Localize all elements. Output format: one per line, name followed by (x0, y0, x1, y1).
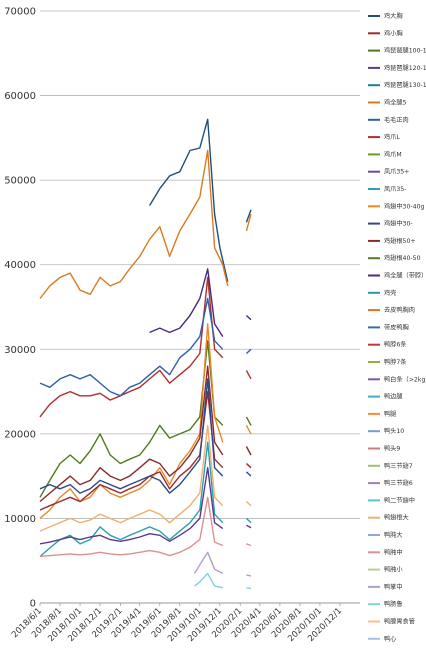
legend-item-label: 鸭白条（>2kg） (384, 375, 426, 383)
series-line (246, 587, 252, 590)
legend-item-label: 鸭肠鲁 (384, 600, 403, 608)
series-line (39, 390, 224, 511)
legend-item-label: 鸭肫中 (384, 548, 403, 556)
legend-item-label: 鸭三节翅6 (384, 479, 413, 487)
series-line (245, 213, 252, 232)
y-tick-label: 10000 (4, 514, 36, 525)
series-line (245, 314, 252, 321)
y-tick-label: 70000 (4, 7, 36, 18)
y-tick-label: 20000 (4, 429, 36, 440)
series-line (39, 467, 224, 545)
legend-item-label: 带皮鸭胸 (384, 323, 409, 331)
y-tick-label: 0 (30, 599, 36, 610)
legend-item-label: 鸡大胸 (384, 12, 403, 20)
series-line (246, 574, 252, 577)
legend-item-label: 鸭心 (384, 635, 396, 643)
legend-item-label: 去皮鸭胸肉 (384, 306, 415, 314)
legend-item-label: 鸭肫大 (384, 531, 403, 539)
legend-item-label: 鸭腿 (384, 410, 396, 418)
legend-item-label: 鸭脖7条 (384, 358, 407, 366)
series-line (245, 425, 252, 435)
series-line (245, 471, 252, 477)
legend-item-label: 鸡小胸 (384, 29, 403, 37)
series-line (245, 500, 252, 507)
series-line (245, 446, 252, 456)
series-lines (39, 118, 252, 590)
series-line (149, 268, 224, 337)
series-line (245, 348, 252, 355)
legend-item-label: 鸡翅中30-40g (384, 202, 425, 210)
legend-item-label: 鸡壳 (384, 289, 396, 297)
legend-item-label: 鸡全腿（带脖） (384, 272, 426, 280)
legend-item-label: 鸭二节翅中 (384, 496, 415, 504)
legend-item-label: 鸭翅根大 (384, 514, 409, 522)
series-line (39, 276, 224, 418)
series-line (245, 370, 252, 380)
legend-item-label: 鸡全腿5 (384, 99, 407, 107)
legend-item-label: 鸡翅根50+ (384, 237, 416, 245)
legend-item-label: 鸡琵琶腿130-150g (384, 81, 426, 89)
series-line (39, 340, 224, 498)
y-tick-label: 30000 (4, 345, 36, 356)
legend-item-label: 毛毛正肉 (384, 116, 409, 124)
series-line (246, 524, 252, 529)
series-line (245, 517, 252, 524)
series-line (39, 424, 224, 532)
series-line (39, 149, 229, 299)
legend-item-label: 凤爪35+ (384, 169, 409, 176)
series-line (246, 543, 252, 547)
legend-item-label: 鸡琵琶腿100-120g (384, 47, 426, 55)
legend-item-label: 鸭脖6条 (384, 341, 407, 349)
legend-item-label: 鸡爪M (384, 150, 402, 158)
series-line (194, 572, 223, 589)
series-line (245, 209, 252, 223)
legend-item-label: 鸡翅中30- (384, 220, 413, 228)
series-line (39, 323, 224, 519)
series-line (39, 365, 224, 503)
y-tick-label: 40000 (4, 260, 36, 271)
legend-item-label: 鸭掌中 (384, 583, 403, 591)
series-line (39, 297, 224, 397)
legend-item-label: 鸭头10 (384, 427, 404, 435)
legend-item-label: 凤爪35- (384, 186, 406, 193)
series-line (39, 378, 224, 494)
y-tick-label: 50000 (4, 176, 36, 187)
legend-item-label: 鸭边腿 (384, 393, 403, 401)
series-line (149, 118, 229, 282)
series-line (39, 496, 224, 558)
y-tick-label: 60000 (4, 91, 36, 102)
legend-item-label: 鸭肫小 (384, 566, 403, 574)
series-line (194, 551, 224, 575)
legend-item-label: 鸡翅根40-50 (384, 254, 421, 262)
series-line (245, 416, 252, 426)
series-line (245, 462, 252, 469)
legend-item-label: 鸡琵琶腿120-130g (384, 64, 426, 72)
legend-item-label: 鸭头9 (384, 445, 400, 453)
legend-item-label: 鸭腺胃食管 (384, 618, 415, 626)
legend-item-label: 鸭三节翅7 (384, 462, 413, 470)
legend-item-label: 鸡爪L (384, 133, 400, 141)
